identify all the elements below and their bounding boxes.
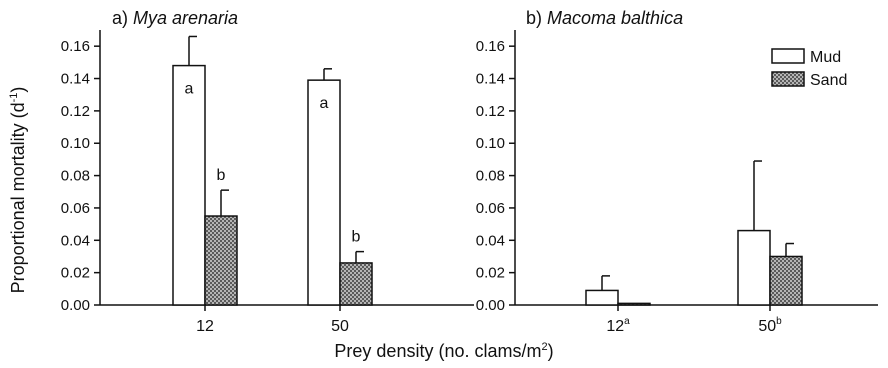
x-tick-label: 50 <box>331 318 349 335</box>
y-tick-label: 0.10 <box>476 135 505 152</box>
y-tick-label: 0.04 <box>476 232 505 249</box>
y-axis-label: Proportional mortality (d-1) <box>8 87 28 294</box>
y-tick-label: 0.00 <box>476 297 505 314</box>
y-tick-label: 0.12 <box>476 103 505 120</box>
y-tick-label: 0.02 <box>61 265 90 282</box>
x-tick-superscript: a <box>624 316 630 327</box>
y-tick-label: 0.04 <box>61 232 90 249</box>
bar-sand-12 <box>617 302 651 306</box>
x-tick-superscript: b <box>776 316 782 327</box>
y-tick-label: 0.06 <box>476 200 505 217</box>
legend-swatch-sand <box>771 71 805 87</box>
significance-label: a <box>320 95 329 112</box>
legend: Mud Sand <box>771 48 847 89</box>
significance-label: b <box>217 167 226 184</box>
legend-label-mud: Mud <box>810 49 841 66</box>
y-tick-label: 0.10 <box>61 135 90 152</box>
y-tick-label: 0.14 <box>476 71 505 88</box>
significance-label: a <box>185 81 194 98</box>
x-tick-label: 50b <box>758 316 782 335</box>
x-tick-label: 12a <box>606 316 630 335</box>
x-axis-label: Prey density (no. clams/m2) <box>334 341 553 361</box>
y-tick-label: 0.12 <box>61 103 90 120</box>
bar-sand-50 <box>339 262 373 306</box>
y-tick-label: 0.06 <box>61 200 90 217</box>
bar-mud-50 <box>737 229 771 306</box>
bar-sand-50 <box>769 255 803 306</box>
legend-label-sand: Sand <box>810 72 847 89</box>
bar-mud-12 <box>172 64 206 306</box>
bar-mud-50 <box>307 79 341 306</box>
y-tick-label: 0.08 <box>476 168 505 185</box>
bar-sand-12 <box>204 215 238 306</box>
x-tick-label: 12 <box>196 318 214 335</box>
panel-a: 0.00 0.02 0.04 0.06 0.08 0.10 0.12 0.14 0.16 12 50… <box>61 30 474 335</box>
y-tick-label: 0.14 <box>61 71 90 88</box>
y-tick-label: 0.16 <box>476 38 505 55</box>
panel-b-title: b) Macoma balthica <box>526 8 683 28</box>
panel-b: 0.00 0.02 0.04 0.06 0.08 0.10 0.12 0.14 0.16 12a 5… <box>476 30 878 335</box>
bar-mud-12 <box>585 289 619 306</box>
panel-a-title: a) Mya arenaria <box>112 8 238 28</box>
legend-swatch-mud <box>771 48 805 64</box>
y-tick-label: 0.02 <box>476 265 505 282</box>
significance-label: b <box>352 229 361 246</box>
y-tick-label: 0.08 <box>61 168 90 185</box>
y-tick-label: 0.00 <box>61 297 90 314</box>
y-tick-label: 0.16 <box>61 38 90 55</box>
